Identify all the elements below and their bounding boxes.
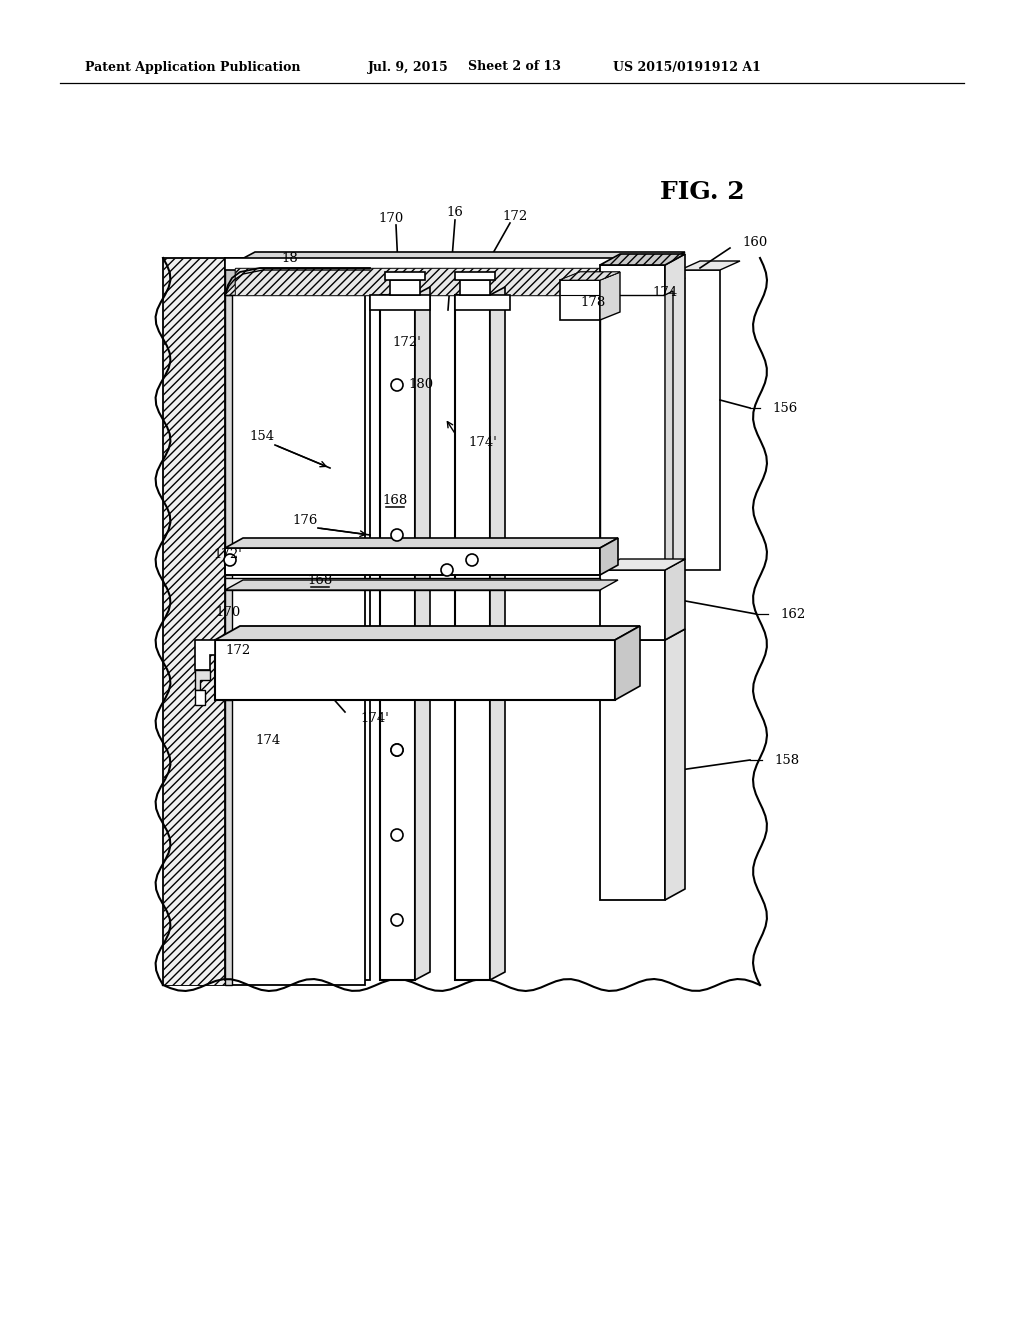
Polygon shape [560, 272, 620, 280]
Polygon shape [665, 558, 685, 640]
Polygon shape [680, 261, 740, 271]
Text: Jul. 9, 2015: Jul. 9, 2015 [368, 61, 449, 74]
Polygon shape [560, 280, 600, 319]
Polygon shape [232, 294, 365, 560]
Polygon shape [195, 671, 210, 690]
Circle shape [391, 379, 403, 391]
Circle shape [391, 529, 403, 541]
Text: Patent Application Publication: Patent Application Publication [85, 61, 300, 74]
Text: 174': 174' [360, 711, 389, 725]
Text: 162: 162 [780, 607, 805, 620]
Text: 170: 170 [379, 211, 403, 224]
Polygon shape [370, 294, 430, 310]
Polygon shape [455, 272, 495, 280]
Text: 178: 178 [580, 296, 605, 309]
Circle shape [391, 744, 403, 756]
Text: 18: 18 [282, 252, 298, 264]
Polygon shape [225, 539, 618, 548]
Polygon shape [232, 560, 365, 640]
Polygon shape [680, 271, 720, 570]
Polygon shape [234, 268, 655, 294]
Polygon shape [225, 578, 600, 590]
Text: 180: 180 [408, 379, 433, 392]
Polygon shape [665, 290, 673, 570]
Polygon shape [600, 253, 685, 265]
Text: 174': 174' [468, 437, 497, 450]
Text: Sheet 2 of 13: Sheet 2 of 13 [468, 61, 561, 74]
Text: 172': 172' [214, 549, 243, 561]
Polygon shape [163, 257, 225, 985]
Circle shape [391, 744, 403, 756]
Polygon shape [665, 630, 685, 900]
Text: 156: 156 [772, 401, 798, 414]
Polygon shape [195, 690, 205, 705]
Text: US 2015/0191912 A1: US 2015/0191912 A1 [613, 61, 761, 74]
Polygon shape [415, 286, 430, 979]
Polygon shape [385, 272, 425, 280]
Polygon shape [455, 294, 510, 310]
Polygon shape [225, 268, 234, 294]
Polygon shape [460, 280, 490, 294]
Polygon shape [225, 265, 685, 294]
Polygon shape [225, 700, 232, 985]
Polygon shape [234, 268, 655, 294]
Polygon shape [225, 560, 232, 640]
Text: 174: 174 [652, 285, 677, 298]
Polygon shape [455, 294, 490, 979]
Text: 160: 160 [742, 235, 767, 248]
Polygon shape [225, 579, 618, 590]
Polygon shape [390, 280, 420, 294]
Polygon shape [225, 265, 685, 294]
Polygon shape [163, 257, 225, 985]
Polygon shape [225, 257, 370, 979]
Polygon shape [490, 286, 505, 979]
Polygon shape [600, 294, 665, 570]
Polygon shape [225, 252, 685, 268]
Text: 174: 174 [255, 734, 281, 747]
Circle shape [466, 554, 478, 566]
Text: 172': 172' [392, 335, 421, 348]
Polygon shape [225, 548, 600, 576]
Polygon shape [232, 700, 365, 985]
Polygon shape [600, 558, 685, 570]
Text: 168: 168 [307, 573, 333, 586]
Polygon shape [215, 626, 640, 640]
Polygon shape [195, 640, 215, 671]
Text: 176: 176 [292, 513, 317, 527]
Polygon shape [600, 265, 665, 570]
Polygon shape [615, 626, 640, 700]
Polygon shape [225, 294, 232, 560]
Text: 170: 170 [215, 606, 241, 619]
Text: FIG. 2: FIG. 2 [660, 180, 744, 205]
Polygon shape [215, 640, 615, 700]
Polygon shape [600, 570, 665, 640]
Circle shape [441, 564, 453, 576]
Polygon shape [600, 539, 618, 576]
Polygon shape [560, 272, 620, 280]
Text: 154: 154 [250, 430, 274, 444]
Circle shape [391, 913, 403, 927]
Text: 172: 172 [225, 644, 251, 656]
Text: 16: 16 [446, 206, 464, 219]
Text: 158: 158 [774, 754, 799, 767]
Text: 168: 168 [382, 494, 408, 507]
Circle shape [391, 829, 403, 841]
Text: 172: 172 [503, 210, 527, 223]
Polygon shape [600, 272, 620, 319]
Polygon shape [665, 253, 685, 570]
Circle shape [224, 554, 236, 566]
Polygon shape [225, 257, 655, 271]
Polygon shape [600, 640, 665, 900]
Polygon shape [380, 294, 415, 979]
